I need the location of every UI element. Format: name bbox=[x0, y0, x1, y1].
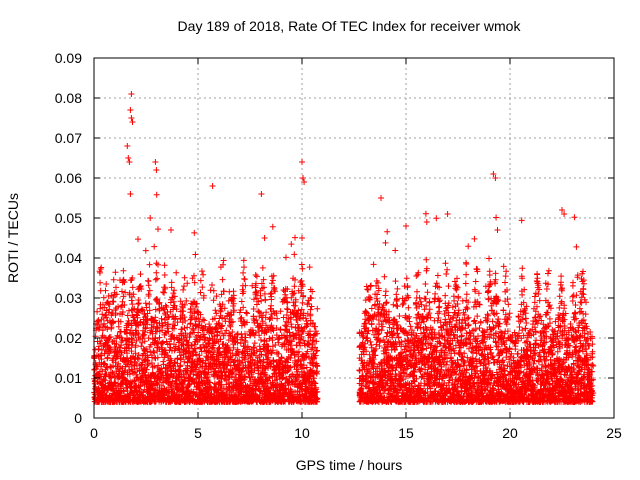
y-tick-label: 0.08 bbox=[55, 90, 82, 106]
y-axis-label: ROTI / TECUs bbox=[5, 193, 21, 283]
y-tick-label: 0.06 bbox=[55, 170, 82, 186]
x-tick-label: 20 bbox=[502, 425, 518, 441]
x-tick-label: 25 bbox=[606, 425, 622, 441]
x-axis-label: GPS time / hours bbox=[296, 457, 403, 473]
x-tick-label: 0 bbox=[90, 425, 98, 441]
y-tick-label: 0.05 bbox=[55, 210, 82, 226]
axis-ticks bbox=[93, 57, 615, 419]
plot-frame bbox=[93, 57, 615, 419]
x-tick-labels: 0 5 10 15 20 25 bbox=[90, 425, 622, 441]
x-tick-label: 10 bbox=[294, 425, 310, 441]
y-tick-label: 0.03 bbox=[55, 290, 82, 306]
y-tick-label: 0.07 bbox=[55, 130, 82, 146]
x-tick-label: 5 bbox=[194, 425, 202, 441]
y-tick-label: 0.02 bbox=[55, 330, 82, 346]
x-tick-label: 15 bbox=[398, 425, 414, 441]
y-tick-label: 0.01 bbox=[55, 370, 82, 386]
chart-title: Day 189 of 2018, Rate Of TEC Index for r… bbox=[178, 18, 522, 34]
y-tick-labels: 0 0.01 0.02 0.03 0.04 0.05 0.06 0.07 0.08 0.09 bbox=[55, 50, 82, 426]
y-tick-label: 0.04 bbox=[55, 250, 82, 266]
y-tick-label: 0 bbox=[74, 410, 82, 426]
y-tick-label: 0.09 bbox=[55, 50, 82, 66]
